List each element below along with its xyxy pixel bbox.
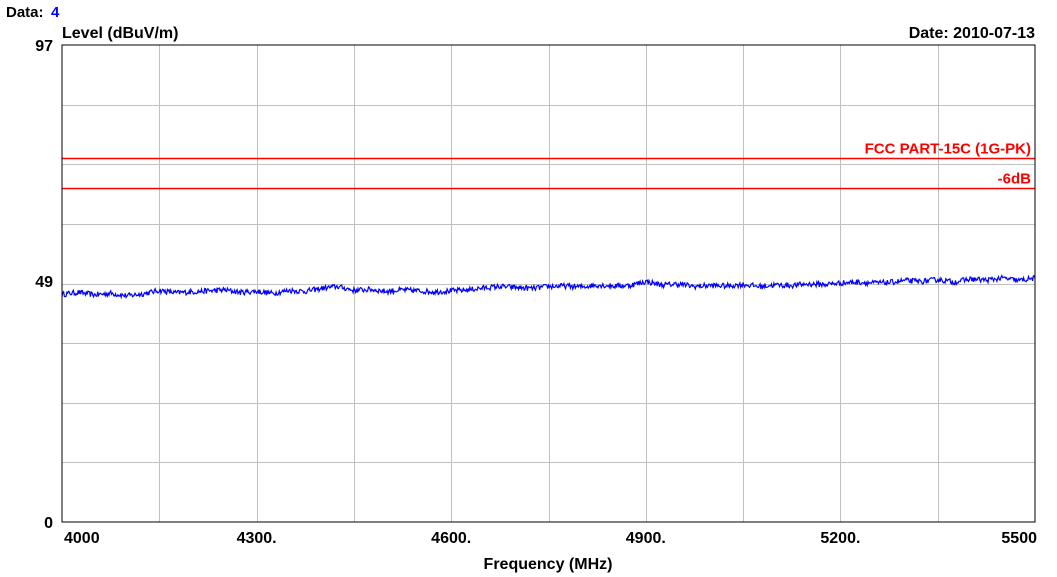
y-tick-label-1: 49: [35, 274, 53, 291]
plot-frame: [61, 44, 1036, 523]
tick-labels: 4000 4300. 4600. 4900. 5200. 5500 97 49 0: [35, 38, 1037, 547]
date-label: Date: 2010-07-13: [909, 25, 1035, 42]
data-label: Data:: [6, 4, 44, 21]
x-tick-label-4: 5200.: [820, 530, 860, 547]
x-tick-label-1: 4300.: [237, 530, 277, 547]
x-tick-label-0: 4000: [64, 530, 100, 547]
limit-line-label-1: -6dB: [998, 171, 1032, 188]
limit-line-label-0: FCC PART-15C (1G-PK): [865, 141, 1031, 158]
y-axis-label: Level (dBuV/m): [62, 25, 178, 42]
x-axis-label: Frequency (MHz): [484, 556, 613, 573]
y-tick-label-0: 97: [35, 38, 53, 55]
trace-line-0: [61, 273, 1036, 300]
x-tick-label-5: 5500: [1001, 530, 1037, 547]
x-tick-label-2: 4600.: [431, 530, 471, 547]
x-tick-label-3: 4900.: [626, 530, 666, 547]
data-value: 4: [51, 4, 60, 21]
y-tick-label-2: 0: [44, 515, 53, 532]
trace-series: [61, 273, 1036, 300]
limit-lines: FCC PART-15C (1G-PK) -6dB: [62, 141, 1035, 190]
